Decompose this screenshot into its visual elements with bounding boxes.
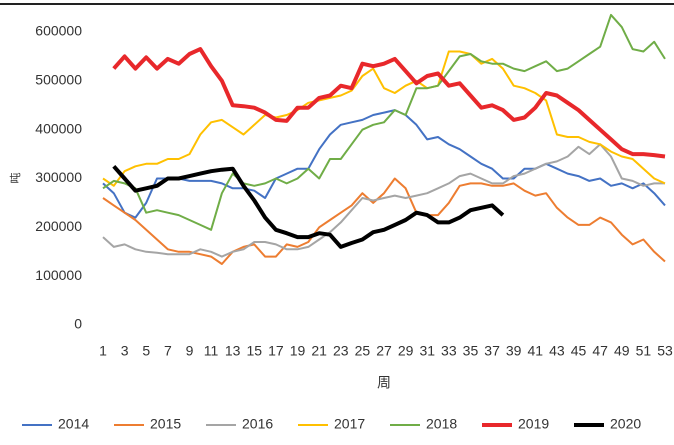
x-tick-label: 25	[355, 343, 371, 359]
x-tick-label: 47	[592, 343, 608, 359]
legend-label: 2015	[150, 416, 181, 432]
series-line	[102, 109, 666, 219]
x-tick-label: 53	[657, 343, 673, 359]
x-tick-label: 29	[398, 343, 414, 359]
x-tick-label: 15	[247, 343, 263, 359]
y-tick-label: 600000	[35, 23, 82, 39]
series-line	[102, 50, 666, 187]
x-tick-label: 19	[290, 343, 306, 359]
x-tick-label: 17	[268, 343, 284, 359]
x-tick-label: 3	[121, 343, 129, 359]
x-tick-label: 51	[636, 343, 652, 359]
x-tick-label: 49	[614, 343, 630, 359]
legend-label: 2020	[610, 416, 641, 432]
x-axis-label: 周	[377, 375, 391, 391]
series-line	[112, 164, 505, 249]
x-tick-label: 35	[463, 343, 479, 359]
series-line	[102, 143, 665, 258]
x-tick-label: 31	[419, 343, 435, 359]
x-tick-label: 11	[204, 343, 219, 359]
y-tick-label: 500000	[35, 72, 82, 88]
x-tick-label: 43	[549, 343, 565, 359]
x-tick-label: 33	[441, 343, 457, 359]
x-tick-label: 41	[528, 343, 544, 359]
x-tick-label: 39	[506, 343, 522, 359]
x-tick-label: 37	[484, 343, 500, 359]
y-tick-label: 100000	[35, 267, 82, 283]
x-tick-label: 7	[164, 343, 172, 359]
y-tick-label: 200000	[35, 218, 82, 234]
series-line	[112, 47, 666, 159]
y-axis-label: 吨	[9, 173, 22, 184]
x-tick-label: 1	[99, 343, 107, 359]
x-tick-label: 9	[186, 343, 194, 359]
x-tick-label: 5	[142, 343, 150, 359]
y-tick-label: 0	[74, 316, 82, 332]
legend-label: 2017	[334, 416, 365, 432]
x-tick-label: 21	[311, 343, 327, 359]
legend-label: 2019	[518, 416, 549, 432]
x-tick-label: 45	[571, 343, 587, 359]
legend-label: 2014	[58, 416, 89, 432]
y-tick-label: 300000	[35, 169, 82, 185]
series-line	[102, 13, 666, 231]
x-tick-label: 13	[225, 343, 241, 359]
x-tick-label: 23	[333, 343, 349, 359]
y-tick-label: 400000	[35, 120, 82, 136]
legend-label: 2016	[242, 416, 273, 432]
x-tick-label: 27	[376, 343, 392, 359]
series-line	[102, 177, 666, 265]
legend-label: 2018	[426, 416, 457, 432]
